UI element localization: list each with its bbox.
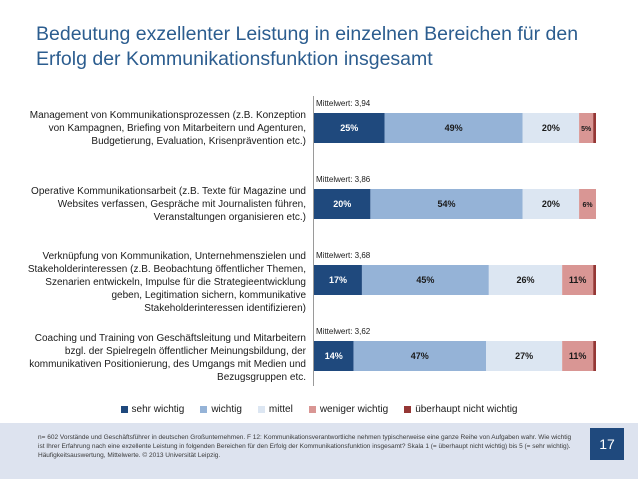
bar-segment-4-2 [353,341,487,371]
bar-segment-3-3 [488,265,563,295]
data-label-3-4: 11% [569,275,587,285]
category-label-4: Coaching und Training von Geschäftsleitu… [29,333,306,383]
legend-item-2: wichtig [200,404,242,415]
legend-swatch-4 [308,406,316,413]
data-label-4-3: 27% [515,351,533,361]
data-label-3-1: 17% [329,275,347,285]
data-label-1-1: 25% [340,123,358,133]
page-number: 17 [590,428,624,460]
legend-label-4: weniger wichtig [319,404,389,415]
data-label-4-4: 11% [569,351,587,361]
mean-label-3: Mittelwert: 3,68 [316,251,371,260]
stacked-bar-chart: Mittelwert: 3,94 Mittelwert: 3,86 Mittelwe… [314,99,596,371]
mean-label-4: Mittelwert: 3,62 [316,327,371,336]
category-label-1: Management von Kommunikationsprozessen (… [29,110,306,147]
data-label-3-3: 26% [516,275,534,285]
chart-legend: sehr wichtig wichtig mittel weniger wichtig… [0,404,638,415]
legend-swatch-3 [257,406,265,413]
data-label-4-1: 14% [325,351,343,361]
mean-label-2: Mittelwert: 3,86 [316,175,371,184]
bar-segment-4-3 [486,341,563,371]
legend-swatch-2 [200,406,208,413]
data-label-2-2: 54% [438,199,456,209]
legend-label-2: wichtig [211,404,242,415]
footer-band: n= 602 Vorstände und Geschäftsführer in … [0,423,638,479]
bar-segment-2-2 [370,189,523,219]
category-label-2: Operative Kommunikationsarbeit (z.B. Tex… [31,186,306,223]
data-label-1-4: 5% [581,126,592,133]
bar-segment-1-5 [593,113,596,143]
category-label-3: Verknüpfung von Kommunikation, Unternehm… [27,251,306,314]
bar-segment-2-3 [522,189,580,219]
bar-segment-3-1 [314,265,362,295]
legend-label-1: sehr wichtig [131,404,185,415]
data-label-1-3: 20% [542,123,560,133]
data-label-1-2: 49% [445,123,463,133]
category-axis-line [313,96,314,386]
data-label-2-4: 6% [582,202,593,209]
data-label-4-2: 47% [411,351,429,361]
legend-swatch-1 [120,406,128,413]
bar-segment-3-2 [361,265,489,295]
bar-segment-1-2 [384,113,523,143]
bar-segment-4-4 [562,341,594,371]
legend-swatch-5 [404,406,412,413]
bar-segment-1-1 [314,113,385,143]
legend-label-3: mittel [268,404,293,415]
bar-segment-2-1 [314,189,371,219]
data-label-3-2: 45% [416,275,434,285]
bar-segment-1-3 [522,113,580,143]
legend-item-4: weniger wichtig [308,404,389,415]
data-label-2-3: 20% [542,199,560,209]
legend-label-5: überhaupt nicht wichtig [415,404,518,415]
bar-segment-4-5 [593,341,596,371]
footer-note: n= 602 Vorstände und Geschäftsführer in … [38,434,572,459]
chart-title: Bedeutung exzellenter Leistung in einzel… [36,23,579,70]
bar-segment-1-4 [579,113,594,143]
data-label-2-1: 20% [333,199,351,209]
mean-label-1: Mittelwert: 3,94 [316,99,371,108]
bar-segment-3-4 [562,265,594,295]
legend-item-5: überhaupt nicht wichtig [404,404,517,415]
legend-item-1: sehr wichtig [120,404,185,415]
bar-segment-3-5 [593,265,596,295]
legend-item-3: mittel [257,404,293,415]
bar-segment-2-4 [579,189,596,219]
bar-segment-4-1 [314,341,354,371]
